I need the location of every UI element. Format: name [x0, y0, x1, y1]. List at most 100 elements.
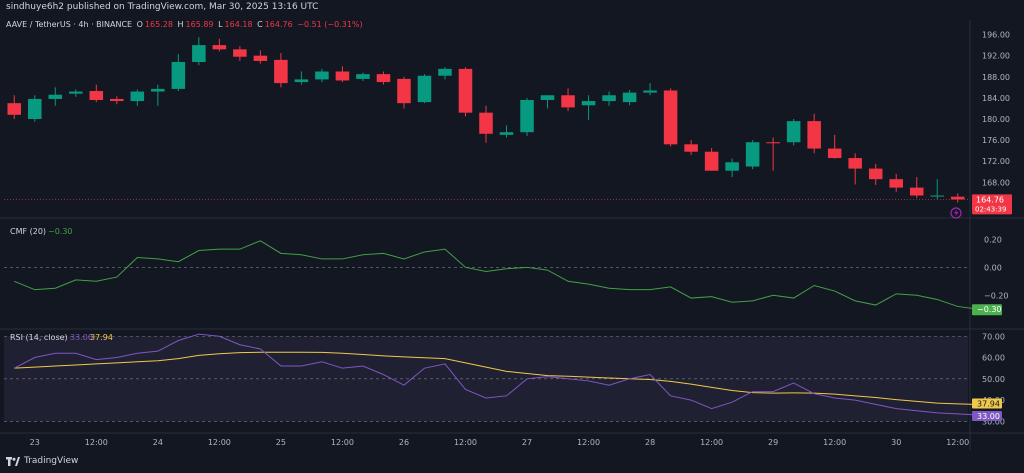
candle-body	[766, 142, 780, 144]
high-value: 165.89	[185, 20, 214, 29]
publisher-line: sindhuye6h2 published on TradingView.com…	[6, 2, 319, 12]
candle-body	[27, 98, 42, 119]
tradingview-logo[interactable]: TradingView	[6, 456, 78, 466]
candle-body	[909, 187, 924, 196]
cmf-badge-label: −0.30	[977, 305, 1002, 314]
candle-body	[212, 45, 227, 50]
rsi-title: RSI (14, close)	[10, 333, 68, 342]
rsi-tick-label: 70.00	[982, 332, 1005, 341]
close-label: C	[257, 20, 263, 29]
tradingview-brand: TradingView	[24, 456, 79, 466]
candle-body	[807, 121, 821, 149]
lightning-icon	[950, 207, 962, 219]
candle-body	[335, 71, 350, 81]
time-tick-label: 29	[768, 438, 778, 447]
candle-body	[151, 88, 165, 92]
price-tick-label: 180.00	[982, 115, 1010, 124]
candle-body	[253, 55, 268, 61]
candle-body	[930, 195, 945, 197]
symbol-legend: AAVE / TetherUS · 4h · BINANCE O 165.28 H…	[6, 20, 365, 29]
cmf-tick-label: −0.20	[984, 291, 1009, 300]
low-label: L	[218, 20, 223, 29]
time-tick-label: 23	[30, 438, 40, 447]
candle-body	[889, 179, 903, 188]
last-price-label: 164.76	[976, 195, 1004, 204]
time-tick-label: 27	[522, 438, 532, 447]
open-label: O	[136, 20, 143, 29]
candle-body	[786, 121, 801, 143]
candle-body	[499, 132, 514, 135]
candle-body	[110, 98, 124, 102]
candle-body	[356, 74, 370, 79]
candle-body	[315, 71, 329, 80]
candle-body	[274, 59, 288, 84]
candle-body	[848, 158, 862, 169]
tradingview-logo-icon	[6, 456, 20, 466]
time-tick-label: 12:00	[454, 438, 477, 447]
candle-body	[376, 74, 391, 83]
time-tick-label: 12:00	[946, 438, 969, 447]
time-tick-label: 24	[153, 438, 163, 447]
rsi-title-value: 33.00	[70, 333, 93, 342]
symbol-title[interactable]: AAVE / TetherUS · 4h · BINANCE	[6, 20, 133, 29]
candle-body	[458, 68, 473, 113]
candle-body	[540, 95, 555, 100]
candle-body	[438, 68, 452, 76]
cmf-title: CMF (20)	[10, 227, 46, 236]
rsi-ma-badge-label: 37.94	[977, 399, 1000, 408]
time-tick-label: 26	[399, 438, 409, 447]
price-tick-label: 176.00	[982, 136, 1010, 145]
candle-body	[868, 168, 883, 180]
time-tick-label: 12:00	[823, 438, 846, 447]
candle-body	[950, 196, 965, 200]
rsi-line	[14, 333, 979, 416]
candle-body	[561, 95, 575, 108]
rsi-title-ma-value: 37.94	[90, 333, 113, 342]
rsi-tick-label: 50.00	[982, 375, 1005, 384]
candle-body	[48, 94, 63, 99]
candle-body	[663, 90, 678, 145]
candle-body	[643, 90, 657, 93]
time-tick-label: 12:00	[208, 438, 231, 447]
rsi-tick-label: 60.00	[982, 354, 1005, 363]
time-tick-label: 28	[645, 438, 655, 447]
low-value: 164.18	[224, 20, 253, 29]
cmf-line	[14, 240, 979, 310]
candle-body	[704, 151, 719, 171]
price-tick-label: 192.00	[982, 52, 1010, 61]
candle-body	[7, 103, 22, 115]
candle-body	[192, 45, 206, 62]
price-tick-label: 196.00	[982, 31, 1010, 40]
rsi-ma-badge	[972, 398, 1002, 409]
candle-body	[89, 91, 104, 100]
time-tick-label: 12:00	[331, 438, 354, 447]
candle-body	[827, 148, 842, 159]
cmf-tick-label: 0.20	[984, 235, 1002, 244]
candle-body	[233, 49, 247, 57]
price-tick-label: 188.00	[982, 73, 1010, 82]
time-tick-label: 25	[276, 438, 286, 447]
time-tick-label: 12:00	[577, 438, 600, 447]
open-value: 165.28	[144, 20, 173, 29]
rsi-badge	[972, 410, 1002, 421]
candle-body	[602, 95, 616, 102]
candle-body	[725, 162, 739, 171]
change-value: −0.51 (−0.31%)	[297, 20, 363, 29]
candle-body	[684, 144, 698, 152]
candle-body	[581, 101, 596, 106]
candle-body	[520, 100, 534, 133]
rsi-ma-line	[14, 351, 979, 405]
candle-body	[130, 91, 145, 102]
cmf-tick-label: 0.00	[984, 263, 1002, 272]
candle-body	[479, 112, 493, 134]
cmf-title-value: −0.30	[48, 227, 73, 236]
last-price-badge	[972, 194, 1012, 215]
candle-body	[69, 91, 83, 94]
rsi-tick-label: 30.00	[982, 417, 1005, 426]
candle-body	[397, 78, 411, 104]
price-tick-label: 172.00	[982, 157, 1010, 166]
candle-body	[171, 62, 186, 89]
high-label: H	[177, 20, 184, 29]
candle-body	[745, 142, 760, 167]
